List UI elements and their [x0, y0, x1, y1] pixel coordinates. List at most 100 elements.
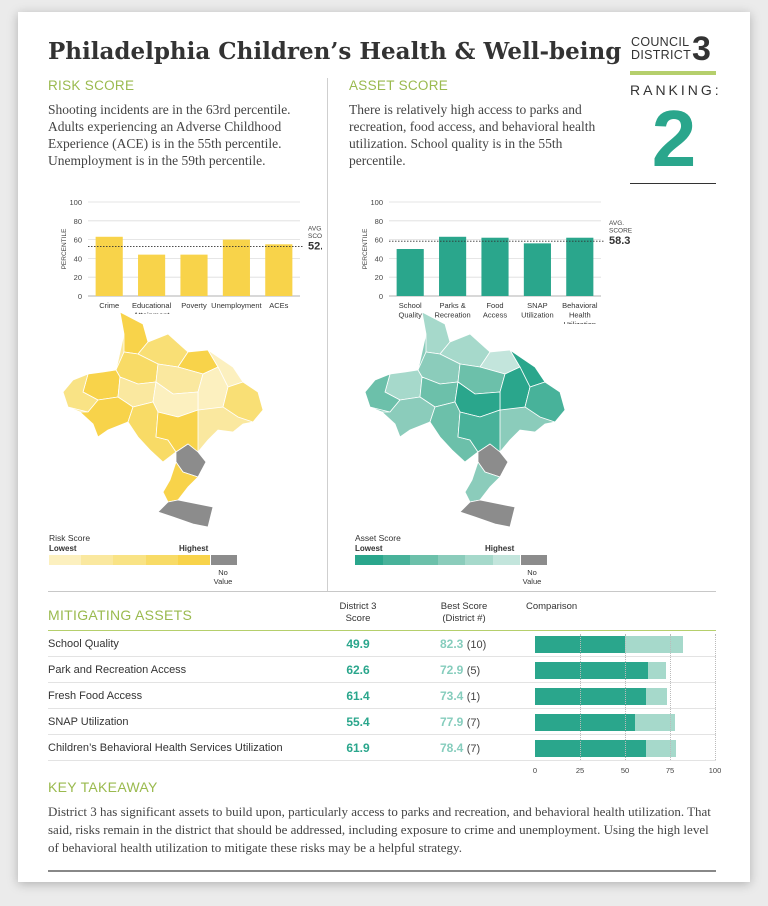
asset-chart-category-label: Parks & Recreation — [434, 301, 470, 320]
council-line-2: DISTRICT — [631, 48, 692, 62]
section-divider — [48, 591, 716, 592]
asset-choropleth-map — [364, 312, 566, 527]
risk-chart-ytick: 60 — [74, 236, 82, 245]
key-takeaway-text: District 3 has significant assets to bui… — [48, 804, 711, 855]
row-best-score: 82.3 (10) — [440, 637, 530, 651]
asset-chart-category-label: BehavioralHealthUtilization — [562, 301, 598, 324]
risk-score-text: Shooting incidents are in the 63rd perce… — [48, 102, 291, 168]
comparison-district-bar — [535, 662, 648, 679]
risk-chart-bar — [95, 236, 123, 296]
asset-legend-title: Asset Score — [355, 533, 401, 543]
row-best-district: (10) — [466, 639, 487, 651]
row-label: School Quality — [48, 638, 119, 650]
row-best-score: 78.4 (7) — [440, 741, 530, 755]
col-header-score: District 3 Score — [339, 601, 377, 624]
council-line-1: COUNCIL — [631, 35, 690, 49]
header-accent-bar — [630, 71, 716, 75]
asset-chart-average-label: AVG. SCORE — [609, 220, 633, 235]
asset-chart-bar — [396, 249, 424, 296]
row-district-score: 61.4 — [346, 689, 370, 703]
asset-chart-ylabel: PERCENTILE — [362, 228, 369, 269]
risk-legend-scale — [49, 555, 238, 565]
risk-chart-category-label: Poverty — [181, 301, 207, 310]
comparison-xtick: 25 — [576, 766, 584, 775]
comparison-district-bar — [535, 714, 635, 731]
risk-chart-category-label: ACEs — [269, 301, 288, 310]
table-header-rule — [48, 630, 716, 631]
comparison-district-bar — [535, 688, 646, 705]
risk-legend-no-value: No Value — [213, 568, 233, 586]
legend-swatch — [177, 555, 211, 565]
footer-rule — [48, 870, 716, 872]
risk-chart-category-label: EducationalAttainment — [132, 301, 172, 314]
risk-chart-ytick: 100 — [69, 198, 82, 207]
asset-chart-category-label: SNAP Utilization — [521, 301, 554, 320]
table-row: Park and Recreation Access 62.6 72.9 (5) — [48, 657, 716, 683]
asset-chart-bar — [523, 243, 551, 296]
asset-legend-high: Highest — [485, 544, 515, 553]
table-row: Children’s Behavioral Health Services Ut… — [48, 735, 716, 761]
row-best-district: (5) — [466, 665, 481, 677]
comparison-gridline — [670, 634, 671, 760]
table-row: Fresh Food Access 61.4 73.4 (1) — [48, 683, 716, 709]
row-label: Children’s Behavioral Health Services Ut… — [48, 742, 283, 754]
row-divider — [48, 734, 716, 735]
legend-swatch — [382, 555, 410, 565]
risk-map-region — [78, 396, 134, 438]
asset-chart-ytick: 20 — [375, 273, 383, 282]
asset-map-region — [524, 381, 566, 423]
legend-swatch-no-value — [521, 555, 547, 565]
row-best-value: 77.9 — [440, 715, 464, 729]
row-district-score: 55.4 — [346, 715, 370, 729]
risk-chart-bar — [265, 244, 293, 296]
risk-chart-average-label: AVG.SCORE — [308, 225, 322, 240]
comparison-xtick: 75 — [666, 766, 674, 775]
risk-legend-title: Risk Score — [49, 533, 91, 543]
risk-chart-category-label: Crime — [99, 301, 119, 310]
asset-chart-ytick: 40 — [375, 254, 383, 263]
row-label: Fresh Food Access — [48, 690, 143, 702]
asset-legend-no-value: No Value — [522, 568, 542, 586]
risk-chart-bar — [138, 254, 166, 296]
key-takeaway-heading: KEY TAKEAWAY — [48, 779, 158, 795]
legend-swatch — [437, 555, 465, 565]
council-district-label: COUNCIL DISTRICT — [631, 36, 691, 62]
row-best-value: 78.4 — [440, 741, 464, 755]
row-district-score: 49.9 — [346, 637, 370, 651]
risk-chart-ytick: 40 — [74, 254, 82, 263]
risk-chart-ylabel: PERCENTILE — [61, 228, 68, 269]
row-best-score: 73.4 (1) — [440, 689, 530, 703]
risk-bar-chart: 0 20 40 60 80 100 PERCENTILE Crime EducationalAt… — [61, 198, 322, 314]
row-divider — [48, 760, 716, 761]
row-district-score: 61.9 — [346, 741, 370, 755]
row-label: SNAP Utilization — [48, 716, 129, 728]
risk-score-heading: RISK SCORE — [48, 78, 135, 93]
ranking-label: RANKING: — [630, 82, 722, 98]
ranking-divider — [630, 183, 716, 184]
table-row: School Quality 49.9 82.3 (10) — [48, 631, 716, 657]
legend-swatch — [81, 555, 114, 565]
asset-chart-bar — [481, 237, 509, 296]
row-best-value: 82.3 — [440, 637, 464, 651]
row-divider — [48, 656, 716, 657]
asset-chart-category-label: Food Access — [483, 301, 507, 320]
legend-swatch — [145, 555, 178, 565]
row-best-value: 72.9 — [440, 663, 464, 677]
comparison-xtick: 100 — [709, 766, 722, 775]
council-district-number: 3 — [692, 30, 711, 68]
comparison-gridline — [715, 634, 716, 760]
comparison-xtick: 50 — [621, 766, 629, 775]
col-header-comparison: Comparison — [526, 601, 578, 612]
risk-chart-category-label: Unemployment — [211, 301, 262, 310]
table-row: SNAP Utilization 55.4 77.9 (7) — [48, 709, 716, 735]
asset-chart-ytick: 100 — [370, 198, 383, 207]
risk-chart-bar — [222, 239, 250, 296]
row-best-district: (7) — [466, 717, 481, 729]
comparison-district-bar — [535, 636, 625, 653]
legend-swatch — [113, 555, 146, 565]
risk-chart-ytick: 80 — [74, 217, 82, 226]
legend-swatch — [410, 555, 438, 565]
column-divider — [327, 78, 328, 591]
asset-bar-chart: 0 20 40 60 80 100 PERCENTILE School Quality Parks… — [362, 198, 633, 324]
asset-score-heading: ASSET SCORE — [349, 78, 449, 93]
